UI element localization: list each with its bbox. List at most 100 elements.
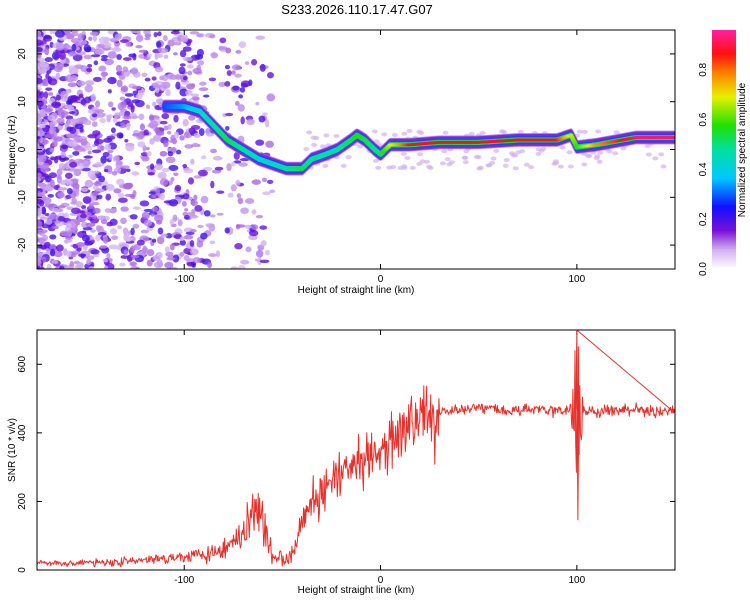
spectrogram-noise-blob (37, 39, 43, 46)
colorbar-tick-label: 0.4 (698, 162, 709, 176)
spectrogram-noise-blob (156, 236, 165, 245)
spectrogram-noise-blob (75, 118, 83, 122)
spectrogram-noise-blob (237, 104, 245, 112)
spectrogram-noise-blob (78, 162, 85, 170)
spectrogram-noise-blob (94, 100, 101, 108)
spectrogram-noise-blob (210, 52, 218, 59)
spectrogram-noise-blob (183, 255, 190, 261)
spectrogram-noise-blob (131, 171, 140, 176)
spectrogram-noise-blob (47, 92, 54, 96)
spectrogram-noise-blob (54, 30, 65, 38)
spectrogram-noise-blob (37, 130, 41, 137)
spectrogram-noise-blob (240, 259, 250, 265)
spectrogram-noise-blob (613, 130, 620, 135)
spectrogram-noise-blob (37, 154, 47, 163)
spectrogram-noise-blob (188, 127, 196, 134)
spectrogram-noise-blob (112, 117, 118, 123)
spectrogram-noise-blob (86, 67, 93, 73)
spectrogram-noise-blob (156, 41, 162, 49)
spectrogram-noise-blob (161, 74, 169, 82)
spectrogram-noise-blob (100, 71, 109, 77)
spectrogram-noise-blob (116, 79, 123, 88)
spectrogram-noise-blob (117, 192, 125, 198)
spectrogram-noise-blob (538, 148, 545, 153)
spectrogram-noise-blob (259, 259, 270, 264)
spectrogram-noise-blob (187, 64, 194, 69)
spectrogram-noise-blob (84, 96, 91, 104)
spectrogram-noise-blob (233, 160, 242, 164)
spectrogram-noise-blob (155, 220, 163, 225)
spectrogram-noise-blob (150, 163, 155, 170)
spectrogram-noise-blob (144, 37, 151, 41)
spectrogram-noise-blob (133, 243, 141, 251)
spectrogram-noise-blob (197, 224, 204, 229)
spectrogram-noise-blob (47, 104, 53, 109)
y-tick-label: -20 (17, 237, 28, 252)
spectrogram-noise-blob (59, 60, 65, 64)
spectrogram-noise-blob (102, 236, 109, 244)
spectrogram-noise-blob (69, 75, 78, 82)
spectrogram-noise-blob (132, 223, 140, 229)
spectrogram-noise-blob (652, 156, 659, 161)
spectrogram-noise-blob (37, 77, 43, 85)
spectrogram-noise-blob (231, 161, 236, 167)
spectrogram-noise-blob (426, 164, 433, 169)
spectrogram-noise-blob (94, 188, 105, 193)
colorbar-tick-label: 0.0 (698, 262, 709, 276)
spectrogram-noise-blob (80, 213, 87, 219)
spectrogram-noise-blob (375, 165, 382, 170)
spectrogram-noise-blob (179, 49, 187, 58)
spectrogram-noise-blob (463, 149, 470, 154)
spectrogram-noise-blob (109, 228, 117, 235)
spectrogram-noise-blob (265, 249, 270, 256)
spectrogram-noise-blob (120, 100, 128, 109)
spectrogram-noise-blob (404, 156, 411, 161)
spectrogram-noise-blob (84, 80, 95, 86)
spectrogram-noise-blob (129, 214, 138, 220)
spectrogram-noise-blob (45, 87, 53, 91)
spectrogram-noise-blob (139, 200, 150, 207)
spectrogram-noise-blob (94, 138, 104, 145)
spectrogram-noise-blob (170, 177, 175, 182)
spectrogram-noise-blob (468, 131, 475, 136)
spectrogram-noise-blob (535, 151, 542, 156)
spectrogram-noise-blob (660, 164, 667, 169)
spectrogram-noise-blob (100, 145, 105, 151)
spectrogram-noise-blob (198, 87, 209, 92)
spectrogram-noise-blob (56, 117, 65, 125)
snr-panel: -100 0 100 0 200 400 600 Height of straight l… (7, 329, 676, 596)
spectrogram-noise-blob (190, 199, 199, 206)
spectrogram-noise-blob (43, 64, 50, 71)
spectrogram-noise-blob (258, 115, 266, 123)
spectrogram-noise-blob (136, 239, 145, 246)
spectrogram-noise-blob (372, 158, 379, 163)
spectrogram-noise-blob (60, 144, 69, 150)
spectrogram-noise-blob (169, 243, 175, 251)
spectrogram-noise-blob (193, 194, 198, 201)
spectrogram-noise-blob (47, 114, 56, 121)
spectrogram-noise-blob (442, 130, 449, 135)
figure-title: S233.2026.110.17.47.G07 (281, 2, 433, 17)
spectrogram-noise-blob (157, 172, 167, 180)
spectrogram-noise-blob (181, 34, 189, 43)
spectrogram-noise-blob (152, 101, 157, 107)
spectrogram-noise-blob (92, 207, 101, 214)
spectrogram-noise-blob (244, 61, 250, 65)
spectrogram-noise-blob (226, 70, 232, 77)
spectrogram-noise-blob (479, 131, 486, 136)
spectrogram-noise-blob (122, 115, 132, 120)
spectrogram-noise-blob (161, 113, 170, 120)
spectrogram-noise-blob (37, 182, 46, 188)
spectrogram-noise-blob (173, 114, 179, 123)
spectrogram-noise-blob (91, 113, 98, 118)
spectrogram-noise-blob (88, 266, 95, 269)
spectrogram-noise-blob (37, 247, 41, 253)
spectrogram-noise-blob (190, 158, 195, 165)
spectrogram-noise-blob (126, 168, 131, 172)
spectrogram-noise-blob (58, 162, 66, 171)
spectrogram-noise-blob (115, 161, 123, 169)
spectrogram-noise-blob (462, 155, 469, 160)
spectrogram-noise-blob (71, 43, 77, 52)
spectrogram-noise-blob (48, 127, 54, 135)
spectrogram-noise-blob (76, 242, 86, 247)
